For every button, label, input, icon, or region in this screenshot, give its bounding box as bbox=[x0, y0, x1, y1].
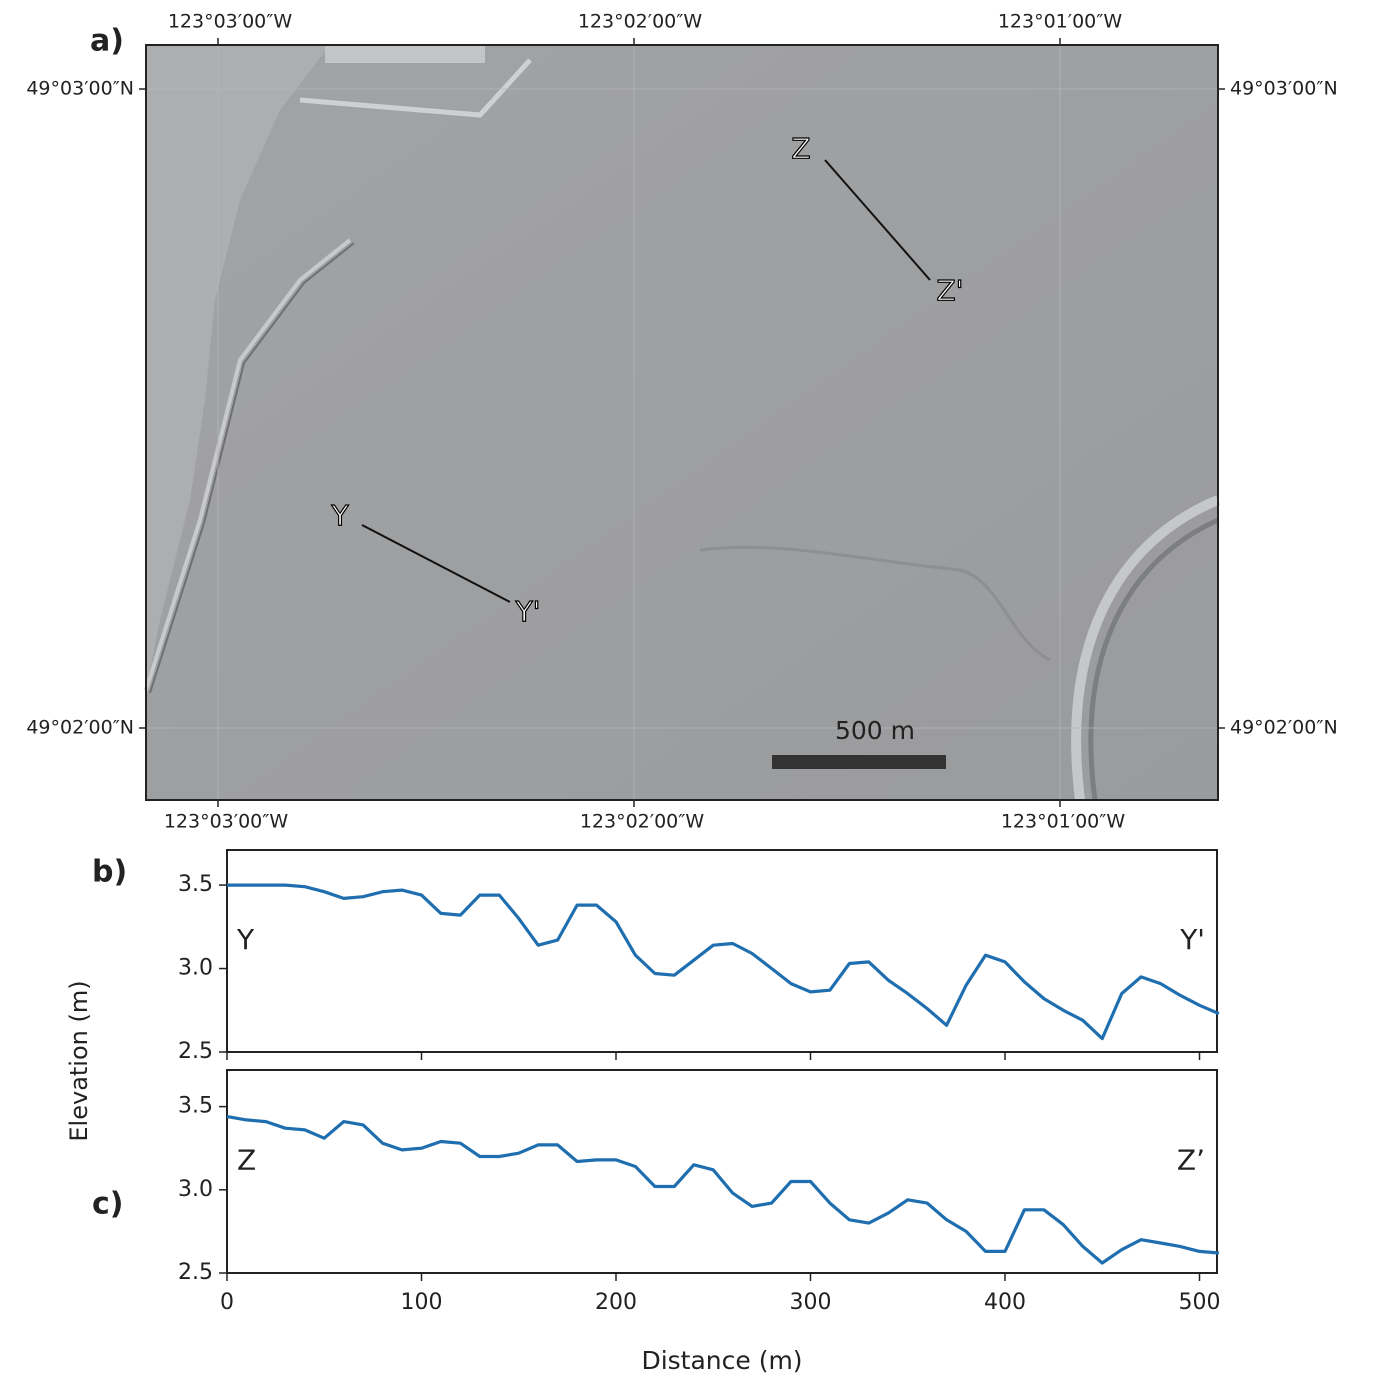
land-strip bbox=[146, 45, 330, 690]
map-ticks bbox=[139, 38, 1225, 807]
x-tick-label: 300 bbox=[789, 1290, 831, 1315]
lon-label: 123°02′00″W bbox=[580, 811, 705, 833]
lat-label: 49°03′00″N bbox=[1230, 78, 1338, 100]
x-tick-label: 500 bbox=[1178, 1290, 1220, 1315]
annotation: Z’ bbox=[1177, 1144, 1205, 1177]
annotation: Y' bbox=[1179, 923, 1205, 956]
lon-label: 123°03′00″W bbox=[168, 11, 293, 33]
profile-line bbox=[226, 1115, 1220, 1265]
profile-line bbox=[361, 524, 511, 603]
profile-line bbox=[824, 159, 931, 281]
annotation: Z bbox=[237, 1144, 256, 1177]
y-tick-label: 3.0 bbox=[178, 956, 213, 981]
lon-label: 123°03′00″W bbox=[164, 811, 289, 833]
lat-label: 49°03′00″N bbox=[26, 78, 134, 100]
shoreline bbox=[144, 238, 352, 691]
scale-bar bbox=[772, 755, 946, 769]
scale-label: 500 m bbox=[835, 716, 915, 745]
lon-label: 123°01′00″W bbox=[1001, 811, 1126, 833]
annotation: Y bbox=[236, 923, 255, 956]
lat-label: 49°02′00″N bbox=[26, 717, 134, 739]
profile-start: Y bbox=[330, 499, 349, 532]
lat-label: 49°02′00″N bbox=[1230, 717, 1338, 739]
plot-frame bbox=[226, 1069, 1218, 1274]
x-tick-label: 100 bbox=[400, 1290, 442, 1315]
x-tick-label: 0 bbox=[220, 1290, 234, 1315]
y-tick-label: 2.5 bbox=[178, 1039, 213, 1064]
panel-label: a) bbox=[90, 24, 124, 59]
profile-start: Z bbox=[791, 132, 810, 165]
channel-bank-shadow bbox=[1088, 517, 1220, 801]
creek bbox=[699, 545, 1051, 662]
x-axis-label: Distance (m) bbox=[641, 1346, 802, 1375]
map: a) 123°03′00″W 123°02′00″W 123°01′00″W 1… bbox=[26, 11, 1337, 833]
map-frame bbox=[145, 44, 1219, 801]
x-tick-label: 400 bbox=[984, 1290, 1026, 1315]
y-tick-label: 3.5 bbox=[178, 1094, 213, 1119]
panel-label: c) bbox=[92, 1187, 124, 1222]
panel-label: b) bbox=[92, 855, 127, 890]
profile-end: Z' bbox=[937, 274, 964, 307]
profile-line bbox=[227, 883, 1220, 1041]
y-axis-label: Elevation (m) bbox=[65, 980, 93, 1141]
hillshade bbox=[146, 45, 1218, 800]
shoreline-shadow bbox=[149, 242, 355, 694]
breakwater bbox=[299, 58, 532, 118]
channel-bank bbox=[1071, 495, 1220, 801]
lon-label: 123°02′00″W bbox=[578, 11, 703, 33]
profile-end: Y' bbox=[515, 595, 541, 628]
plot-frame bbox=[226, 849, 1218, 1053]
y-tick-label: 3.5 bbox=[178, 872, 213, 897]
x-tick-label: 200 bbox=[595, 1290, 637, 1315]
y-tick-label: 3.0 bbox=[178, 1177, 213, 1202]
graticule bbox=[146, 45, 1218, 800]
structure bbox=[325, 45, 485, 63]
lon-label: 123°01′00″W bbox=[998, 11, 1123, 33]
y-tick-label: 2.5 bbox=[178, 1260, 213, 1285]
